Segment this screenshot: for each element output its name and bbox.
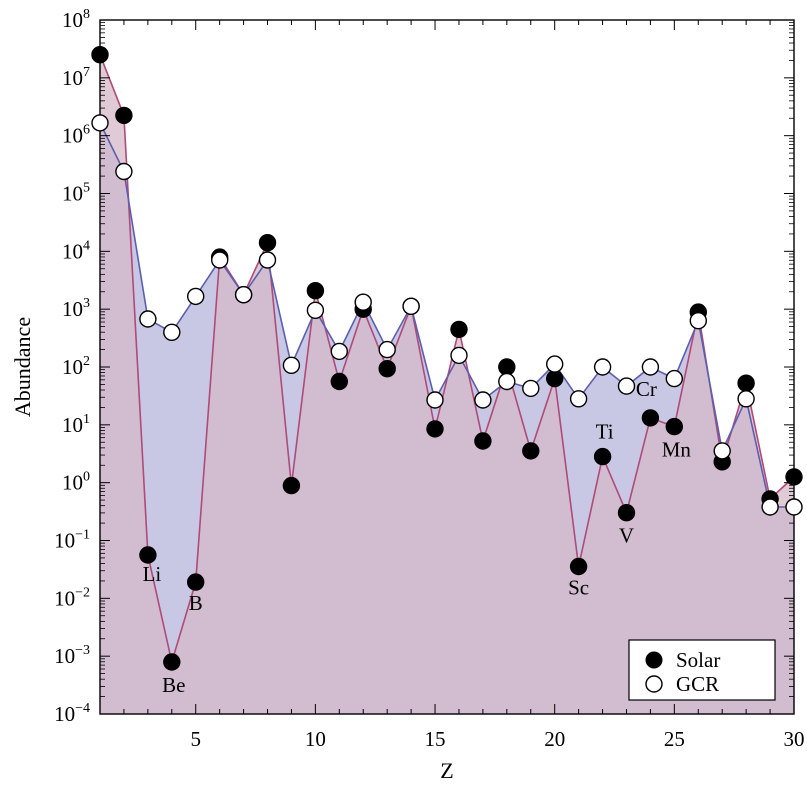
area-layer <box>100 54 794 714</box>
point-solar-z13 <box>378 360 396 378</box>
point-gcr-z18 <box>498 372 516 391</box>
x-tick-label: 5 <box>190 727 201 751</box>
point-gcr-z24 <box>641 358 660 376</box>
point-solar-z8 <box>258 233 277 252</box>
x-tick-label: 15 <box>425 727 446 751</box>
point-gcr-z23 <box>617 377 636 395</box>
area-solar <box>100 54 794 714</box>
legend: Solar GCR <box>628 639 776 701</box>
legend-marker-gcr <box>645 675 663 693</box>
annotation-b: B <box>189 591 203 615</box>
point-solar-z10 <box>306 282 325 300</box>
point-solar-z2 <box>115 106 133 125</box>
point-gcr-z20 <box>546 355 564 373</box>
point-solar-z11 <box>330 372 348 391</box>
point-solar-z9 <box>282 476 301 495</box>
point-solar-z24 <box>641 409 660 427</box>
point-gcr-z19 <box>522 379 540 398</box>
point-solar-z28 <box>737 374 755 392</box>
point-gcr-z27 <box>713 442 731 460</box>
point-solar-z3 <box>139 546 157 564</box>
point-gcr-z4 <box>163 323 181 341</box>
point-layer <box>91 46 803 671</box>
point-gcr-z10 <box>306 301 325 319</box>
point-solar-z1 <box>91 46 109 64</box>
point-gcr-z22 <box>593 358 612 376</box>
point-gcr-z15 <box>426 391 444 409</box>
annotation-ti: Ti <box>596 420 614 444</box>
y-tick-label: 10−3 <box>54 643 90 668</box>
point-gcr-z17 <box>474 391 492 409</box>
point-solar-z22 <box>593 447 612 466</box>
point-gcr-z8 <box>258 251 277 269</box>
point-solar-z18 <box>498 358 516 376</box>
point-gcr-z14 <box>402 297 420 315</box>
element-annotations: Li Be B Sc Ti V Cr Mn <box>143 377 692 697</box>
point-gcr-z16 <box>450 346 468 365</box>
point-gcr-z29 <box>761 498 779 516</box>
point-solar-z16 <box>450 320 468 339</box>
y-tick-label: 107 <box>62 65 90 90</box>
point-gcr-z2 <box>115 162 133 181</box>
x-tick-label: 25 <box>664 727 685 751</box>
point-solar-z19 <box>522 442 540 460</box>
y-tick-label: 10−1 <box>54 528 90 553</box>
point-solar-z15 <box>426 420 444 438</box>
x-tick-label: 30 <box>784 727 805 751</box>
point-gcr-z1 <box>91 114 109 132</box>
annotation-be: Be <box>162 673 185 697</box>
point-solar-z25 <box>665 417 683 436</box>
legend-label-solar: Solar <box>676 648 720 672</box>
x-axis-label: Z <box>440 758 453 783</box>
y-tick-label: 10−4 <box>54 701 90 726</box>
point-gcr-z6 <box>210 251 229 269</box>
point-gcr-z9 <box>282 356 301 374</box>
point-gcr-z7 <box>234 286 253 304</box>
point-gcr-z21 <box>569 390 588 408</box>
point-solar-z5 <box>186 573 205 591</box>
y-tick-label: 104 <box>62 238 90 263</box>
point-gcr-z3 <box>139 310 157 328</box>
point-gcr-z28 <box>737 390 755 408</box>
annotation-cr: Cr <box>636 377 657 401</box>
y-tick-label: 102 <box>62 354 90 379</box>
point-gcr-z13 <box>378 340 396 359</box>
point-gcr-z30 <box>785 498 803 516</box>
point-solar-z4 <box>163 653 181 671</box>
axis-ticks: 5 10 15 20 25 30 10−4 10−3 10−2 10−1 100 101 102 103 1… <box>54 7 804 751</box>
y-tick-label: 108 <box>62 7 90 32</box>
point-gcr-z5 <box>186 287 205 306</box>
legend-marker-solar <box>645 651 663 669</box>
annotation-mn: Mn <box>662 438 692 462</box>
y-tick-label: 106 <box>62 123 90 148</box>
y-tick-label: 105 <box>62 181 90 206</box>
point-solar-z30 <box>785 468 803 486</box>
annotation-sc: Sc <box>568 576 589 600</box>
y-tick-label: 100 <box>62 470 90 495</box>
y-tick-label: 10−2 <box>54 585 90 610</box>
point-gcr-z12 <box>354 293 372 311</box>
point-solar-z21 <box>569 557 588 576</box>
x-tick-label: 20 <box>544 727 565 751</box>
point-solar-z20 <box>546 369 564 388</box>
y-tick-label: 103 <box>62 296 90 321</box>
point-solar-z17 <box>474 432 492 450</box>
point-gcr-z25 <box>665 369 683 388</box>
point-gcr-z26 <box>689 312 707 330</box>
y-axis-label: Abundance <box>10 317 35 417</box>
annotation-v: V <box>619 524 634 548</box>
x-tick-label: 10 <box>305 727 326 751</box>
point-solar-z23 <box>617 504 636 522</box>
legend-label-gcr: GCR <box>676 672 719 696</box>
annotation-li: Li <box>143 562 162 586</box>
y-tick-label: 101 <box>62 412 90 437</box>
point-gcr-z11 <box>330 342 348 361</box>
